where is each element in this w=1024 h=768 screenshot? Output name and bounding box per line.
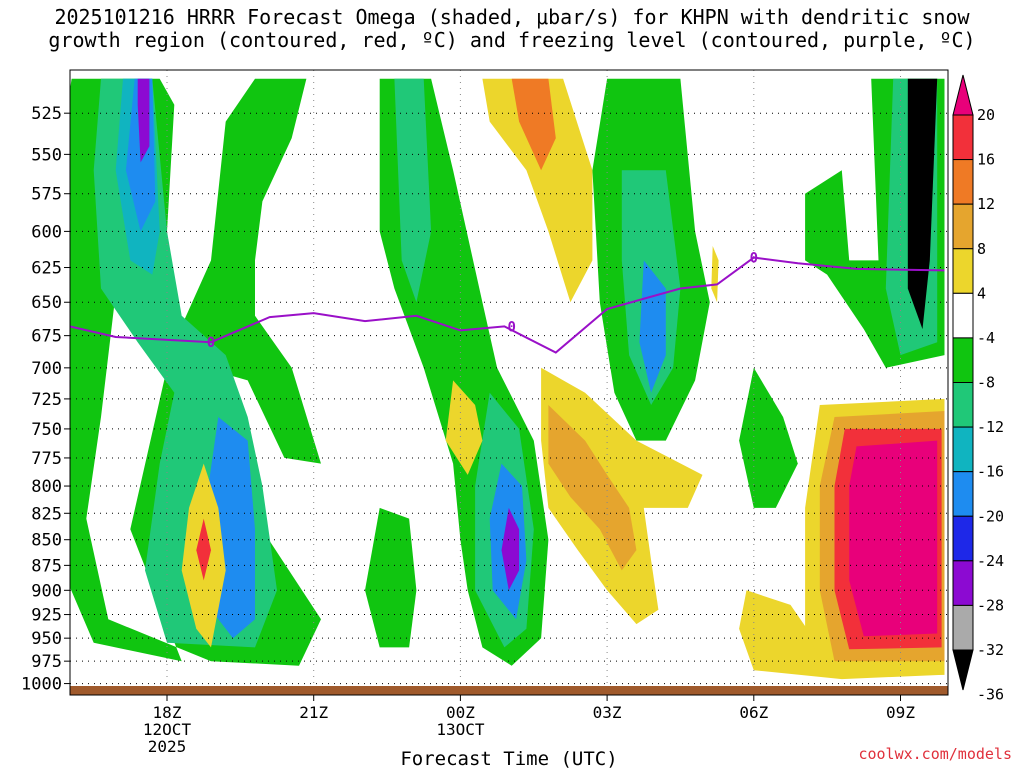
y-tick-label-925: 925 <box>31 606 62 626</box>
x-tick-label-00Z-1: 13OCT <box>436 720 485 739</box>
x-tick-label-03Z-0: 03Z <box>593 703 622 722</box>
colorbar-bin-7 <box>952 382 974 428</box>
y-tick-label-950: 950 <box>31 629 62 649</box>
omega-region-green-southwest-blob <box>365 507 417 648</box>
omega-region-purple-central-core <box>501 507 520 591</box>
omega-shading <box>70 78 945 680</box>
y-tick-label-1000: 1000 <box>21 675 62 695</box>
colorbar-label-11: -28 <box>977 596 1004 614</box>
colorbar-label-4: 4 <box>977 284 986 302</box>
colorbar-bin-10 <box>952 515 974 562</box>
y-tick-label-575: 575 <box>31 185 62 205</box>
omega-region-yellow-sliver-northeast <box>711 246 719 303</box>
colorbar-label-9: -20 <box>977 507 1004 525</box>
x-tick-label-18Z-2: 2025 <box>148 737 187 756</box>
omega-region-purple-west-core <box>137 78 150 163</box>
colorbar-bin-11 <box>952 560 974 606</box>
omega-region-yellow-positive-north <box>482 78 593 303</box>
x-tick-label-00Z-0: 00Z <box>446 703 475 722</box>
freezing-level-contour: 0 0 0 <box>70 251 945 354</box>
omega-region-teal-central <box>394 78 432 303</box>
colorbar-label-13: -36 <box>977 686 1004 704</box>
y-tick-label-750: 750 <box>31 420 62 440</box>
colorbar-label-12: -32 <box>977 641 1004 659</box>
freezing-level-line <box>70 256 945 354</box>
y-tick-label-550: 550 <box>31 145 62 165</box>
omega-region-red-west-low <box>196 518 211 581</box>
y-tick-label-675: 675 <box>31 327 62 347</box>
colorbar-label-7: -12 <box>977 418 1004 436</box>
freezing-level-label-1: 0 <box>508 319 516 335</box>
y-tick-label-725: 725 <box>31 390 62 410</box>
colorbar-top-arrow <box>952 74 974 116</box>
omega-region-orange-positive-middle <box>548 405 637 571</box>
y-tick-label-600: 600 <box>31 222 62 242</box>
y-tick-label-775: 775 <box>31 449 62 469</box>
y-tick-label-900: 900 <box>31 581 62 601</box>
y-tick-label-700: 700 <box>31 359 62 379</box>
colorbar-bin-9 <box>952 471 974 517</box>
colorbar-label-2: 12 <box>977 195 995 213</box>
omega-region-yellow-positive-middle <box>541 367 703 625</box>
colorbar-bin-2 <box>952 159 974 205</box>
colorbar-bin-6 <box>952 337 974 383</box>
colorbar-bin-5 <box>952 292 974 339</box>
colorbar-label-3: 8 <box>977 240 986 258</box>
y-tick-label-875: 875 <box>31 556 62 576</box>
colorbar: 20 16 12 8 4 -4 -8 -12 -16 -20 -24 -28 -32 -36 <box>952 74 1004 704</box>
x-tick-label-09Z-0: 09Z <box>886 703 915 722</box>
colorbar-bin-3 <box>952 203 974 250</box>
colorbar-label-10: -24 <box>977 552 1004 570</box>
plot-frame <box>69 69 949 696</box>
y-tick-label-525: 525 <box>31 104 62 124</box>
colorbar-bin-1 <box>952 114 974 161</box>
freezing-level-label-0: 0 <box>207 335 215 351</box>
x-axis-label: Forecast Time (UTC) <box>400 748 617 768</box>
x-tick-label-18Z-0: 18Z <box>153 703 182 722</box>
source-credit[interactable]: coolwx.com/models <box>858 745 1012 763</box>
y-tick-label-650: 650 <box>31 293 62 313</box>
colorbar-bottom-arrow <box>952 649 974 691</box>
terrain-surface <box>70 686 948 695</box>
omega-region-magenta-core <box>849 440 938 637</box>
omega-region-yellow-southeast <box>739 590 945 680</box>
title-line-1: 2025101216 HRRR Forecast Omega (shaded, … <box>54 5 970 29</box>
chart-title: 2025101216 HRRR Forecast Omega (shaded, … <box>0 6 1024 52</box>
y-axis: 525 550 575 600 625 650 675 700 725 750 775 800 825 8… <box>21 104 70 695</box>
y-tick-label-625: 625 <box>31 259 62 279</box>
colorbar-label-8: -16 <box>977 463 1004 481</box>
colorbar-bin-12 <box>952 604 974 651</box>
x-tick-label-06Z-0: 06Z <box>739 703 768 722</box>
y-tick-label-800: 800 <box>31 477 62 497</box>
x-tick-label-21Z-0: 21Z <box>299 703 328 722</box>
title-line-2: growth region (contoured, red, ºC) and f… <box>48 28 976 52</box>
omega-region-orange-positive-north <box>511 78 556 171</box>
omega-region-black-top-right <box>907 78 938 330</box>
colorbar-bin-8 <box>952 426 974 473</box>
colorbar-label-5: -4 <box>977 329 995 347</box>
colorbar-label-6: -8 <box>977 374 995 392</box>
x-tick-label-18Z-1: 12OCT <box>143 720 192 739</box>
y-tick-label-825: 825 <box>31 504 62 524</box>
y-tick-label-850: 850 <box>31 531 62 551</box>
freezing-level-label-2: 0 <box>750 251 758 267</box>
grid <box>70 70 948 695</box>
colorbar-label-0: 20 <box>977 106 995 124</box>
omega-region-yellow-small-west <box>445 380 483 475</box>
colorbar-label-1: 16 <box>977 151 995 169</box>
colorbar-bin-4 <box>952 248 974 294</box>
y-tick-label-975: 975 <box>31 652 62 672</box>
